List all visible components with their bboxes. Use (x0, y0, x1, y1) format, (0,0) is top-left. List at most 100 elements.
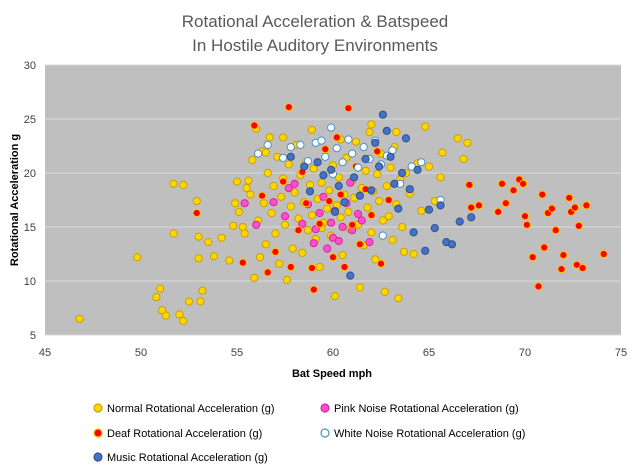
music-data-point (455, 217, 464, 226)
deaf-data-point (519, 179, 528, 188)
pink-data-point (280, 212, 290, 221)
music-data-point (286, 152, 295, 161)
pink-data-point (365, 238, 374, 247)
normal-data-point (307, 125, 316, 134)
normal-data-point (386, 163, 395, 172)
music-data-point (313, 158, 322, 167)
x-tick-label: 65 (423, 347, 435, 359)
white-data-point (254, 149, 263, 158)
music-data-point (334, 181, 343, 191)
normal-data-point (271, 229, 280, 238)
y-tick-label: 5 (30, 330, 36, 342)
normal-data-point (453, 134, 462, 143)
normal-data-point (259, 199, 268, 208)
legend-label-music: Music Rotational Acceleration (g) (107, 452, 268, 464)
music-data-point (382, 126, 391, 135)
deaf-data-point (348, 220, 357, 229)
music-data-point (405, 185, 414, 194)
deaf-data-point (565, 193, 574, 202)
normal-data-point (265, 133, 274, 142)
x-tick-label: 50 (135, 347, 147, 359)
y-axis-label: Rotational Acceleration g (9, 134, 21, 266)
normal-data-point (325, 186, 334, 195)
normal-data-point (261, 148, 270, 157)
normal-data-point (409, 249, 418, 259)
pink-data-point (240, 199, 249, 208)
music-data-point (447, 240, 457, 249)
normal-data-point (133, 253, 142, 262)
deaf-data-point (474, 201, 483, 210)
normal-data-point (277, 192, 286, 201)
white-data-point (286, 143, 295, 152)
normal-data-point (158, 306, 167, 315)
normal-data-point (355, 283, 364, 292)
deaf-data-point (582, 201, 591, 210)
normal-data-point (192, 197, 201, 206)
deaf-data-point (570, 203, 580, 212)
music-data-point (300, 162, 309, 171)
deaf-data-point (547, 204, 557, 213)
normal-data-point (363, 203, 372, 212)
normal-data-point (169, 179, 178, 188)
normal-data-point (204, 238, 213, 247)
normal-data-point (384, 212, 393, 221)
deaf-data-point (467, 203, 476, 212)
normal-data-point (255, 253, 265, 262)
music-data-point (371, 138, 380, 147)
pink-data-point (357, 216, 366, 225)
normal-data-point (194, 254, 203, 263)
normal-data-point (225, 256, 234, 265)
pink-data-point (327, 218, 336, 227)
deaf-data-point (355, 240, 364, 249)
music-data-point (409, 228, 418, 237)
music-data-point (394, 204, 403, 213)
tick-labels: 5 10 15 20 25 30 45 50 55 60 65 70 75 (24, 60, 627, 359)
music-data-point (355, 191, 364, 200)
normal-data-point (290, 188, 299, 197)
music-data-point (436, 201, 445, 210)
music-data-point (386, 152, 395, 161)
normal-data-point (275, 259, 284, 268)
normal-data-point (399, 247, 409, 256)
white-data-point (338, 158, 347, 167)
chart-title-line-1: Rotational Acceleration & Batspeed (182, 12, 449, 31)
normal-data-point (156, 284, 165, 293)
deaf-data-point (321, 145, 330, 154)
normal-data-point (367, 120, 376, 129)
normal-data-point (459, 154, 468, 164)
deaf-data-point (328, 253, 338, 262)
normal-data-point (330, 292, 339, 301)
music-data-point (350, 173, 359, 182)
deaf-data-point (294, 226, 303, 235)
music-data-point (340, 198, 349, 207)
deaf-data-point (192, 208, 201, 218)
normal-data-point (317, 178, 326, 187)
pink-data-point (319, 192, 328, 201)
normal-data-point (196, 297, 205, 306)
normal-data-point (388, 235, 397, 245)
deaf-data-point (286, 262, 295, 272)
normal-data-point (323, 204, 332, 213)
y-tick-label: 25 (24, 114, 36, 126)
x-tick-label: 75 (615, 347, 627, 359)
music-data-point (413, 165, 422, 174)
music-data-point (378, 110, 387, 119)
normal-data-point (463, 138, 472, 147)
legend-marker-deaf (93, 428, 103, 438)
music-data-point (367, 186, 376, 195)
pink-data-point (298, 219, 307, 228)
normal-data-point (250, 273, 259, 282)
normal-data-point (309, 164, 318, 173)
y-tick-label: 15 (24, 222, 36, 234)
pink-data-point (334, 236, 343, 246)
normal-data-point (421, 122, 430, 131)
music-data-point (398, 168, 407, 178)
deaf-data-point (263, 268, 272, 277)
normal-data-point (269, 181, 278, 191)
pink-data-point (311, 225, 320, 234)
music-data-point (421, 246, 430, 255)
deaf-data-point (384, 195, 393, 205)
pink-data-point (346, 178, 355, 187)
deaf-data-point (332, 133, 341, 142)
